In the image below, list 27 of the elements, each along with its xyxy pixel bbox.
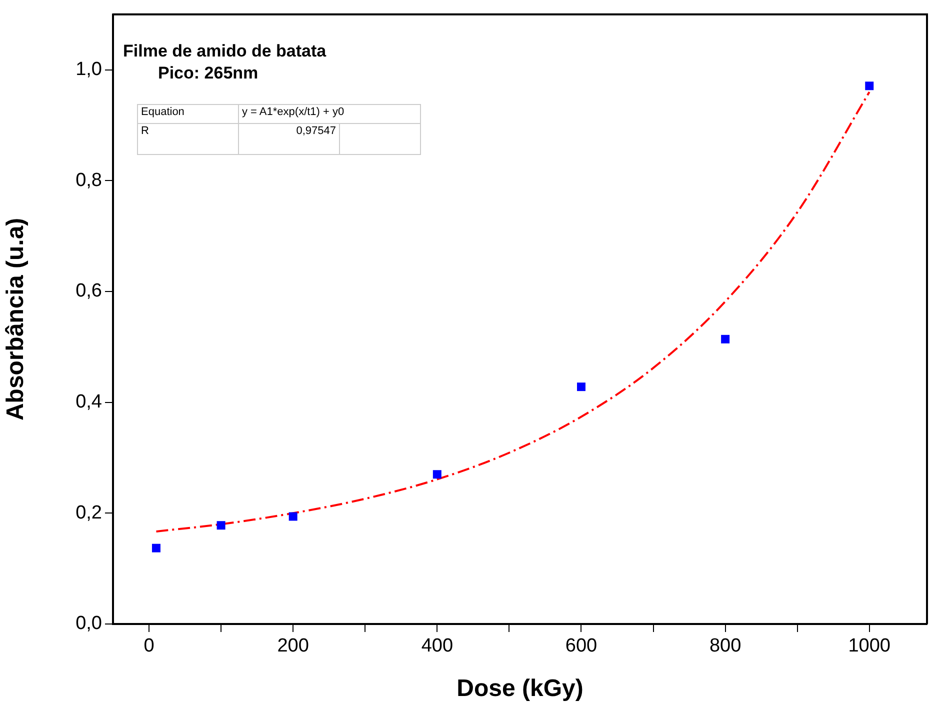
point <box>576 382 586 392</box>
text: Pico: 265nm <box>158 64 258 83</box>
x-tick-label: 200 <box>277 636 309 657</box>
y-tick-label: 0,4 <box>76 392 102 413</box>
point <box>288 512 298 521</box>
annotation: Equation <box>138 104 238 124</box>
y-tick-label: 0,2 <box>76 502 102 524</box>
point <box>432 470 442 479</box>
y-tick-label: 0,6 <box>76 280 102 302</box>
point <box>865 82 874 90</box>
x-tick-label: 600 <box>565 636 598 657</box>
x-tick-label: 400 <box>421 636 454 657</box>
annotation: R <box>138 124 238 154</box>
x-tick-label: 0 <box>144 636 154 657</box>
annotation: 0,97547 <box>238 124 340 154</box>
y-tick-label: 0,8 <box>76 170 102 191</box>
text: Filme de amido de batata <box>123 42 327 61</box>
y-tick-label: 1,0 <box>76 59 102 80</box>
annotation: y = A1*exp(x/t1) + y0 <box>238 104 420 124</box>
x-tick-label: 800 <box>709 636 742 657</box>
y-tick-label: 0,0 <box>76 613 102 634</box>
point <box>721 334 730 344</box>
y-axis-title: Absorbância (u.a) <box>2 218 30 421</box>
point <box>152 544 160 552</box>
point <box>216 521 226 530</box>
x-tick-label: 1000 <box>848 636 891 657</box>
x-axis-title: Dose (kGy) <box>456 675 584 702</box>
